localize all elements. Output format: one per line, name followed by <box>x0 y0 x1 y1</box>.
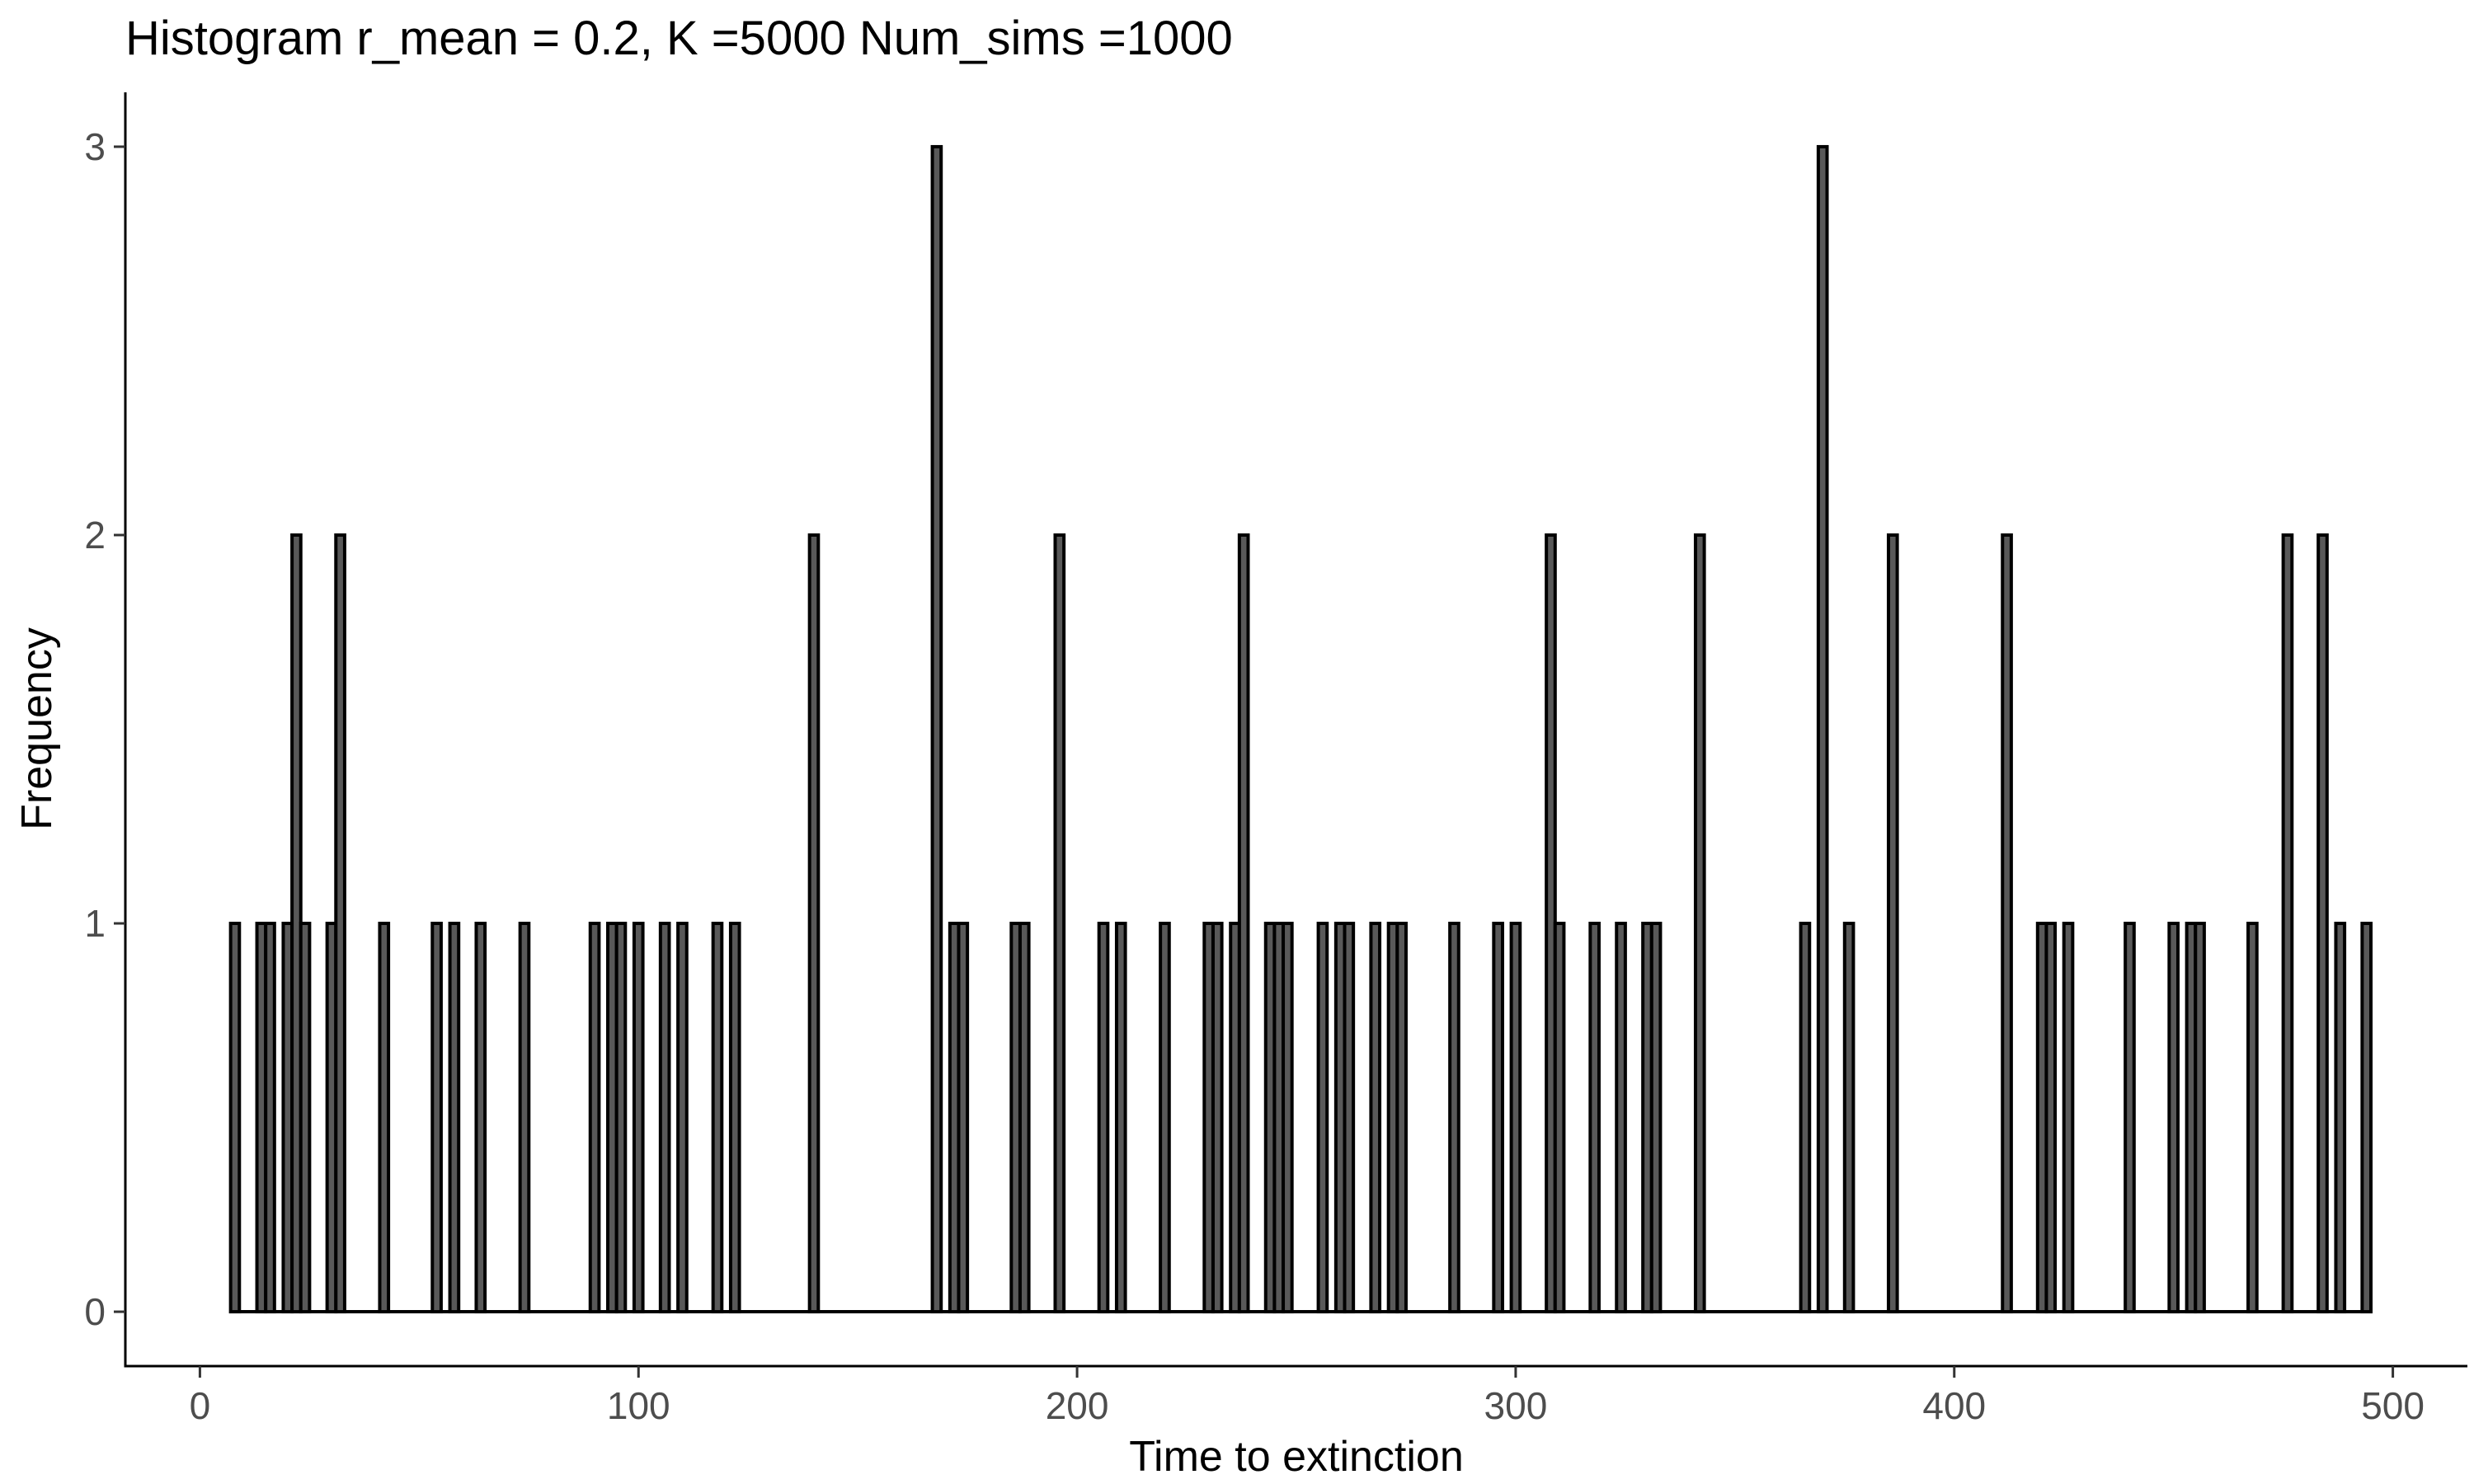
chart-title: Histogram r_mean = 0.2, K =5000 Num_sims… <box>125 12 1233 65</box>
histogram-bar <box>2246 922 2259 1314</box>
histogram-bar <box>474 922 487 1314</box>
histogram-bar <box>1053 533 1066 1314</box>
x-axis-title: Time to extinction <box>1129 1433 1464 1481</box>
histogram-bar <box>1693 533 1706 1314</box>
histogram-bar <box>1649 922 1663 1314</box>
histogram-bar <box>1816 144 1829 1314</box>
histogram-bar <box>614 922 628 1314</box>
histogram-bar <box>632 922 645 1314</box>
histogram-bar <box>448 922 461 1314</box>
histogram-bar <box>2316 533 2329 1314</box>
histogram-bar <box>1018 922 1031 1314</box>
histogram-bar <box>1282 922 1294 1314</box>
histogram-bar <box>2360 922 2373 1314</box>
histogram-bar <box>228 922 242 1314</box>
histogram-bar <box>264 922 276 1314</box>
histogram-bar <box>728 922 741 1314</box>
histogram-bar <box>1316 922 1329 1314</box>
histogram-bar <box>1159 922 1171 1314</box>
histogram-bar <box>676 922 689 1314</box>
histogram-bar <box>957 922 970 1314</box>
histogram-bar <box>2044 922 2058 1314</box>
histogram-bar <box>1114 922 1127 1314</box>
y-tick-label: 3 <box>84 125 106 168</box>
histogram-bar <box>2334 922 2347 1314</box>
histogram-bar <box>2167 922 2180 1314</box>
histogram-bar <box>1369 922 1382 1314</box>
histogram-bar <box>1492 922 1504 1314</box>
histogram-bar <box>1588 922 1601 1314</box>
histogram-bar <box>299 922 312 1314</box>
histogram-bar <box>2001 533 2013 1314</box>
histogram-bar <box>1448 922 1460 1314</box>
x-tick-label: 0 <box>190 1384 211 1427</box>
histogram-bar <box>378 922 391 1314</box>
y-tick-label: 1 <box>84 902 106 945</box>
x-tick-label: 400 <box>1922 1384 1986 1427</box>
histogram-bar <box>807 533 821 1314</box>
histogram-bar <box>430 922 443 1314</box>
x-tick-label: 200 <box>1046 1384 1109 1427</box>
histogram-bar <box>2194 922 2206 1314</box>
histogram-bar <box>711 922 724 1314</box>
histogram-bar <box>2062 922 2075 1314</box>
histogram-bar <box>1615 922 1627 1314</box>
histogram-bar <box>2124 922 2136 1314</box>
histogram-bar <box>1395 922 1408 1314</box>
y-tick-label: 2 <box>84 514 106 556</box>
histogram-bar <box>518 922 531 1314</box>
x-tick-label: 300 <box>1484 1384 1548 1427</box>
histogram-bar <box>1799 922 1812 1314</box>
histogram-bar <box>1211 922 1224 1314</box>
histogram-bar <box>658 922 671 1314</box>
histogram-bar <box>1553 922 1566 1314</box>
x-tick-label: 100 <box>607 1384 670 1427</box>
histogram-bar <box>1343 922 1356 1314</box>
histogram-bar <box>1237 533 1250 1314</box>
histogram-bar <box>1886 533 1899 1314</box>
histogram-bar <box>2281 533 2294 1314</box>
plot-panel <box>228 144 2373 1314</box>
histogram-bar <box>930 144 943 1314</box>
y-axis-title: Frequency <box>13 627 61 830</box>
histogram-bar <box>588 922 601 1314</box>
x-axis-ticks: 0 100 200 300 400 500 <box>190 1366 2425 1427</box>
x-tick-label: 500 <box>2361 1384 2425 1427</box>
histogram-bar <box>1097 922 1110 1314</box>
histogram-bar <box>1509 922 1522 1314</box>
y-axis-ticks: 0 1 2 3 <box>84 125 125 1333</box>
y-tick-label: 0 <box>84 1290 106 1333</box>
histogram-bar <box>334 533 346 1314</box>
histogram-bar <box>1842 922 1856 1314</box>
